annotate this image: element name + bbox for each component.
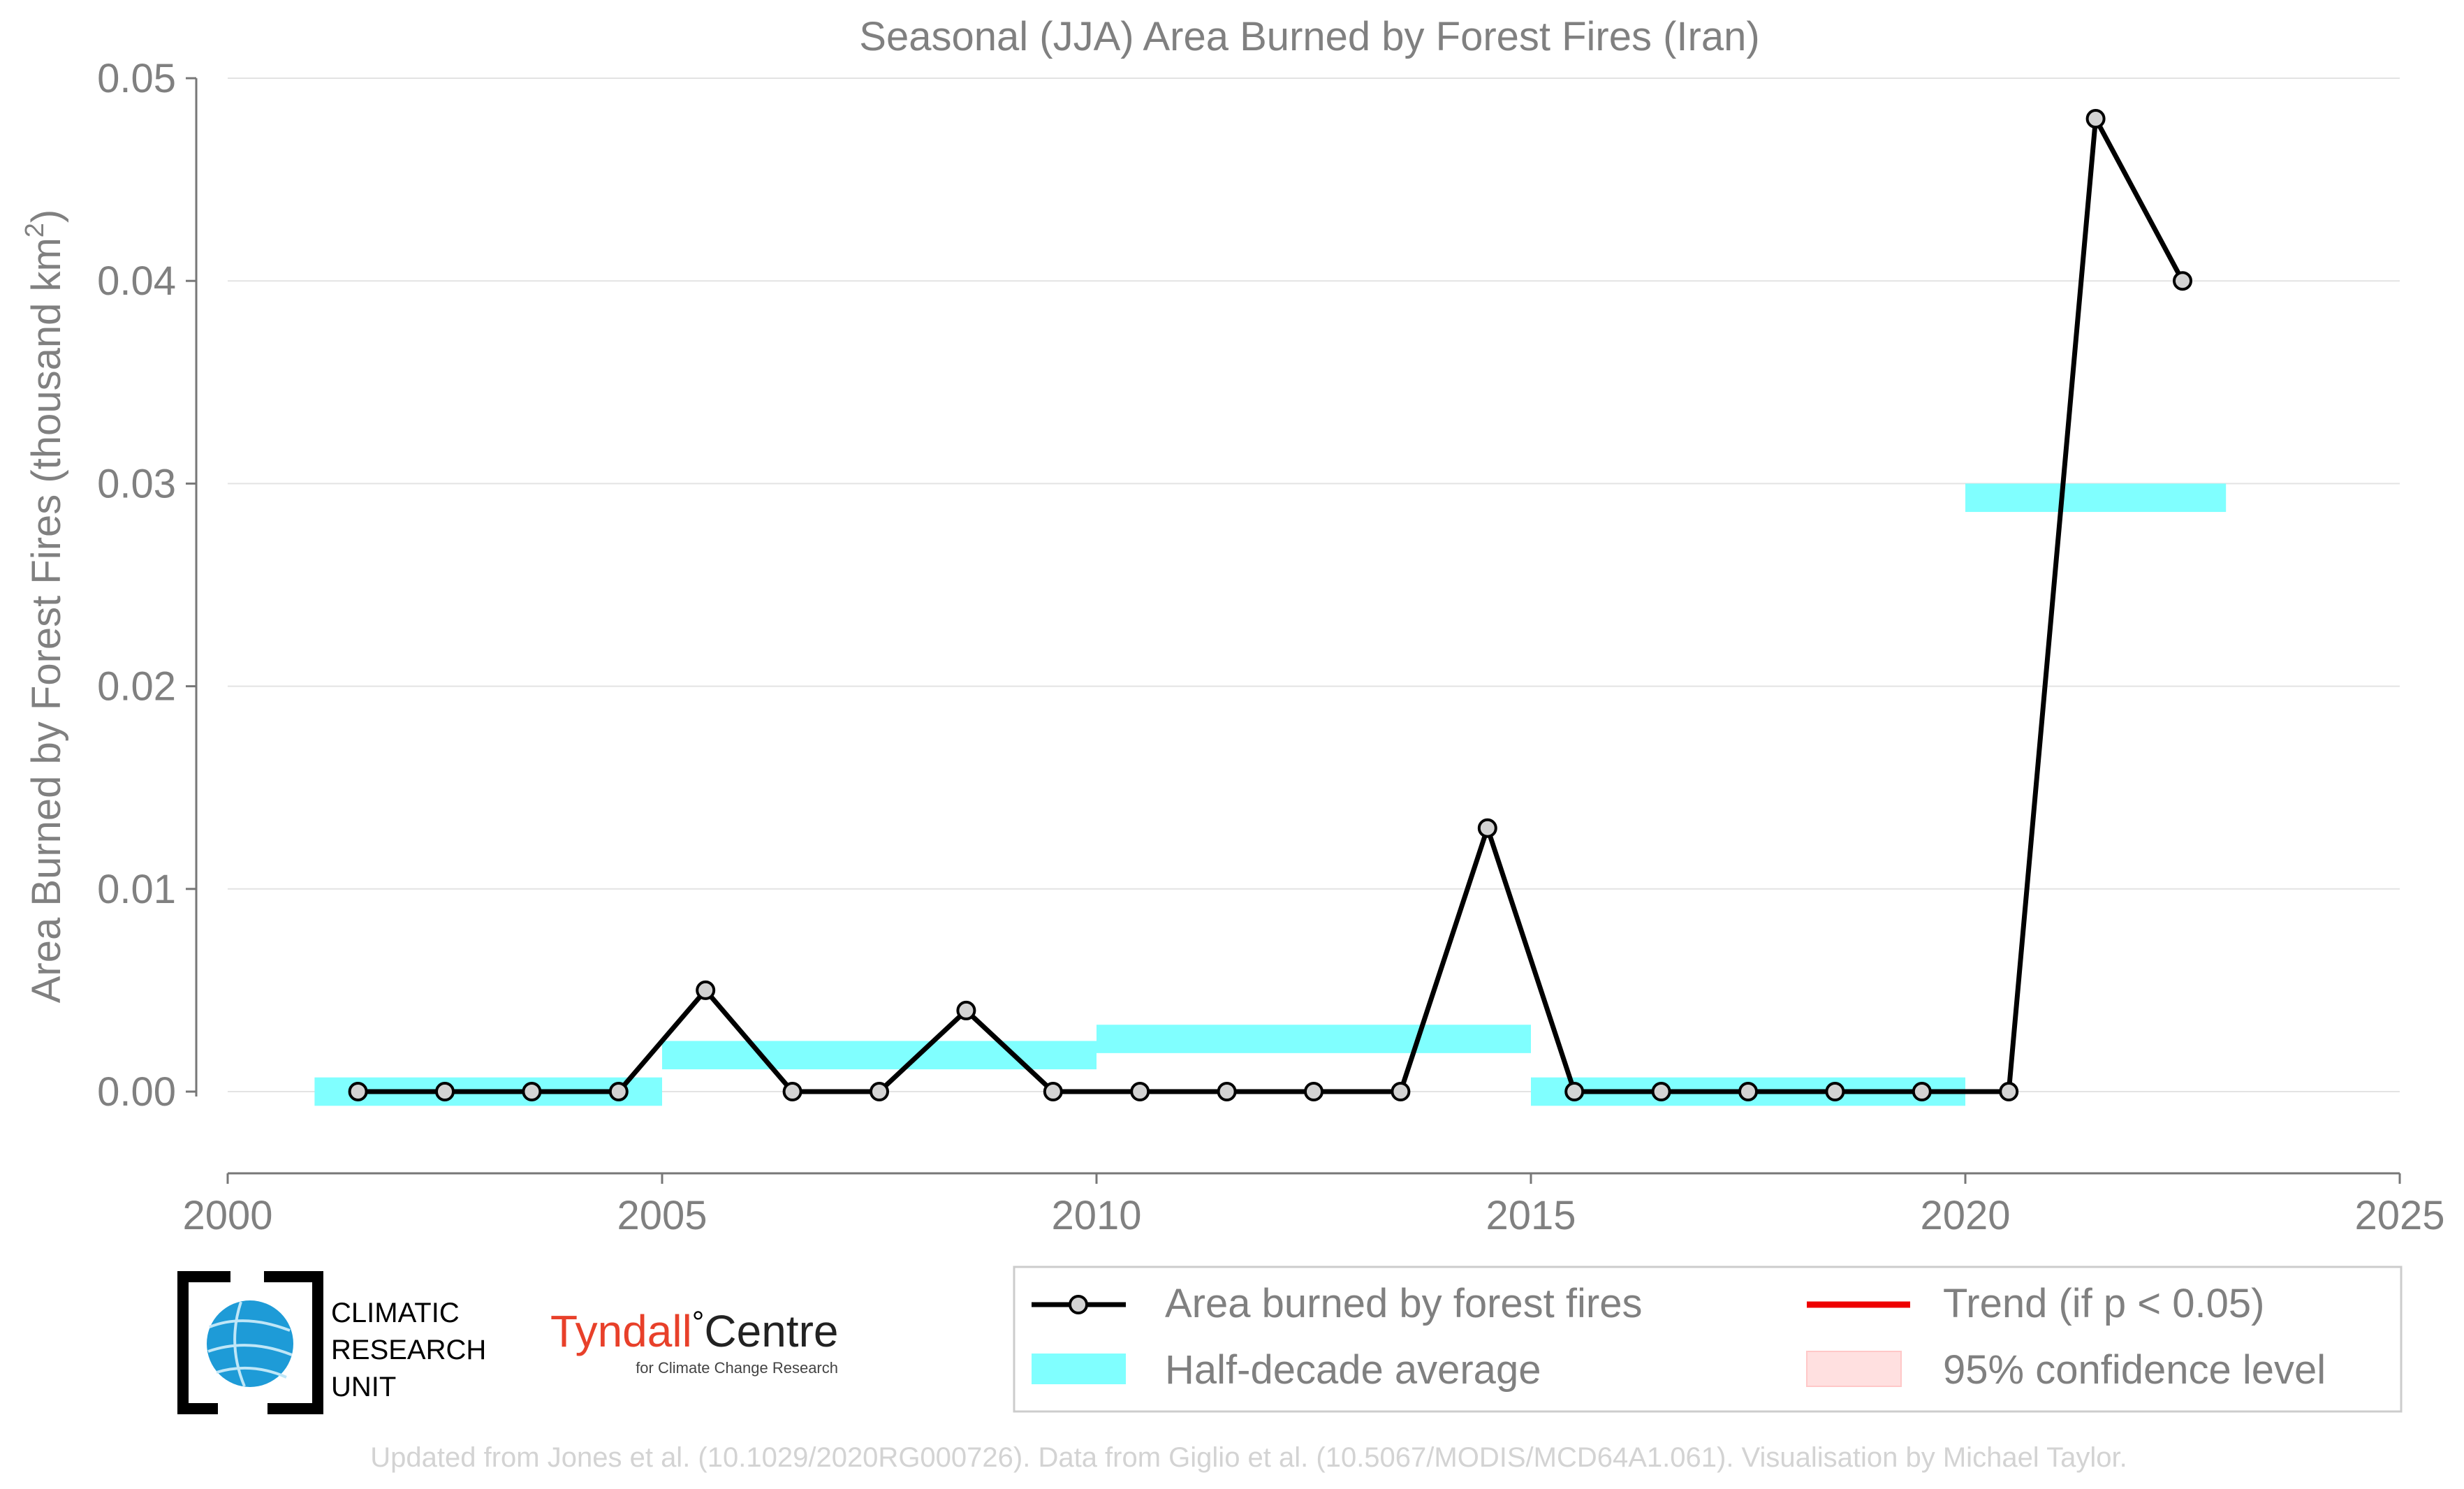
legend-ci-sample	[1806, 1351, 1902, 1387]
series-area-burned	[348, 109, 2192, 1101]
data-point	[1477, 818, 1497, 838]
tick-labels: 0.00 0.01 0.02 0.03 0.04 0.05 2000 2005 2010 2015…	[97, 56, 2444, 1238]
cru-bracket-right	[264, 1271, 323, 1414]
y-axis-label-sup: 2	[20, 223, 50, 237]
y-tick-label: 0.02	[97, 664, 176, 710]
y-tick-label: 0.00	[97, 1069, 176, 1115]
tyndall-centre: Centre	[704, 1306, 838, 1356]
legend-label-ci: 95% confidence level	[1943, 1347, 2326, 1393]
x-tick-label: 2015	[1486, 1193, 1576, 1238]
data-point	[348, 1082, 368, 1101]
data-point	[782, 1082, 802, 1101]
y-axis-label-main: Area Burned by Forest Fires (thousand km	[24, 237, 69, 1003]
tyndall-name: Tyndall	[550, 1306, 692, 1356]
cru-line-3: UNIT	[331, 1372, 396, 1402]
data-point	[435, 1082, 455, 1101]
data-point	[1391, 1082, 1411, 1101]
grid-lines	[228, 78, 2400, 1092]
y-tick-label: 0.03	[97, 461, 176, 506]
data-point	[1999, 1082, 2019, 1101]
x-tick-label: 2005	[617, 1193, 707, 1238]
data-point	[1304, 1082, 1323, 1101]
data-point	[1130, 1082, 1150, 1101]
data-point	[1825, 1082, 1845, 1101]
cru-line-2: RESEARCH	[331, 1335, 486, 1365]
y-tick-label: 0.01	[97, 867, 176, 912]
legend-label-average: Half-decade average	[1165, 1347, 1541, 1393]
half-decade-bars	[314, 483, 2227, 1106]
x-tick-label: 2010	[1051, 1193, 1141, 1238]
chart-title: Seasonal (JJA) Area Burned by Forest Fir…	[859, 14, 1759, 59]
x-tick-label: 2000	[182, 1193, 272, 1238]
legend: Area burned by forest fires Trend (if p …	[1013, 1266, 2403, 1413]
legend-avg-sample	[1032, 1354, 1126, 1384]
cru-line-1: CLIMATIC	[331, 1298, 460, 1328]
y-axis-label-end: )	[24, 210, 69, 223]
cru-bracket-left	[177, 1271, 230, 1414]
y-tick-label: 0.05	[97, 56, 176, 101]
axes	[186, 77, 2401, 1184]
credit-text: Updated from Jones et al. (10.1029/2020R…	[370, 1442, 2127, 1473]
y-axis-label: Area Burned by Forest Fires (thousand km…	[20, 210, 69, 1004]
data-point	[1043, 1082, 1063, 1101]
series-line	[358, 116, 2185, 1094]
half-decade-bar	[662, 1041, 1097, 1070]
data-point	[1564, 1082, 1585, 1101]
data-point	[522, 1082, 542, 1101]
legend-frame	[1013, 1266, 2403, 1413]
cru-logo: CLIMATIC RESEARCH UNIT	[177, 1271, 486, 1414]
data-point	[2173, 271, 2192, 291]
tyndall-logo: Tyndall°Centre for Climate Change Resear…	[550, 1305, 838, 1377]
data-point	[2085, 109, 2106, 129]
half-decade-bar	[1965, 483, 2227, 513]
legend-marker-sample	[1069, 1295, 1088, 1314]
x-tick-label: 2025	[2354, 1193, 2444, 1238]
data-point	[1738, 1082, 1758, 1101]
data-point	[956, 1000, 976, 1020]
data-point	[1217, 1082, 1237, 1101]
data-point	[608, 1082, 629, 1101]
data-point	[1651, 1082, 1671, 1101]
data-point	[1912, 1082, 1932, 1101]
x-tick-label: 2020	[1920, 1193, 2010, 1238]
y-tick-label: 0.04	[97, 258, 176, 304]
data-point	[696, 980, 716, 1000]
tyndall-degree: °	[692, 1305, 705, 1340]
half-decade-bar	[1097, 1025, 1531, 1053]
tyndall-wordmark: Tyndall°Centre	[550, 1305, 838, 1356]
legend-label-series: Area burned by forest fires	[1165, 1281, 1642, 1326]
tyndall-subtitle: for Climate Change Research	[636, 1359, 838, 1377]
legend-label-trend: Trend (if p < 0.05)	[1943, 1281, 2264, 1326]
data-point	[870, 1082, 889, 1101]
globe-lines	[207, 1301, 293, 1387]
